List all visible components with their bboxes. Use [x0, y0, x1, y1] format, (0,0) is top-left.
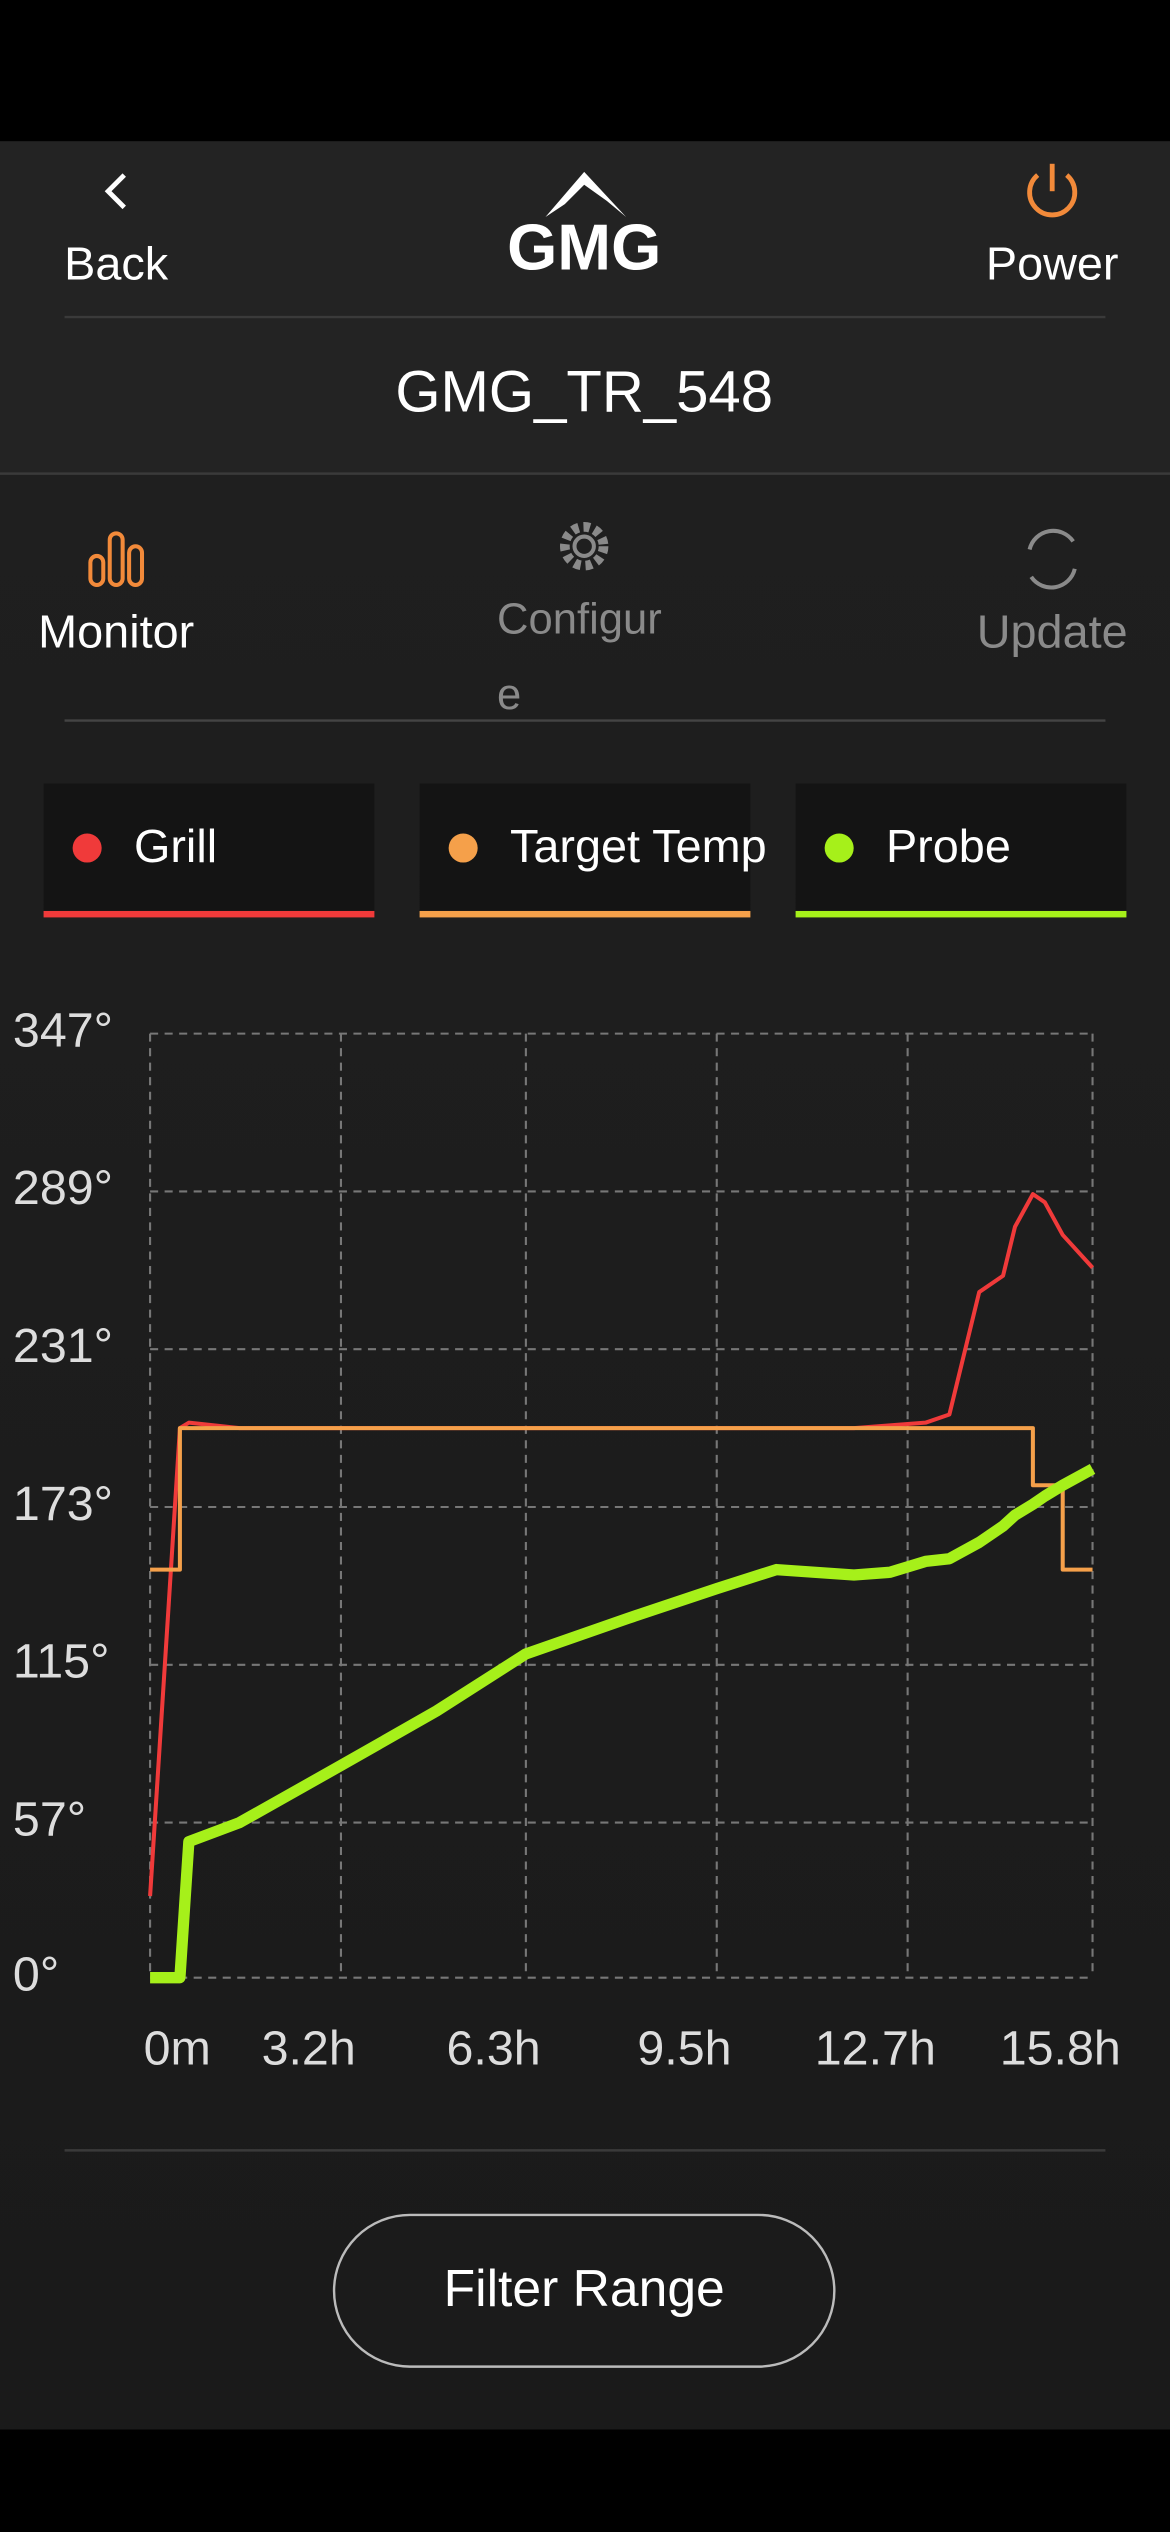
tab-configure-text[interactable]: Configure [497, 594, 662, 719]
filter-button[interactable] [332, 2213, 836, 2368]
x-tick-label: 0m [144, 2022, 211, 2076]
legend-label: Grill [134, 820, 217, 872]
power-button[interactable]: Power [986, 237, 1119, 289]
series-line [150, 1463, 1096, 1984]
x-tick-label: 6.3h [446, 2022, 540, 2076]
monitor-icon[interactable] [88, 531, 145, 587]
bottom-bar [0, 2429, 1170, 2532]
y-tick-label: 57° [13, 1792, 86, 1846]
configure-icon[interactable] [559, 522, 609, 571]
legend-label: Target Temp [510, 820, 767, 872]
tab-update[interactable]: Update [977, 605, 1128, 657]
y-tick-label: 231° [13, 1319, 113, 1373]
legend-underline [43, 910, 375, 918]
x-tick-label: 3.2h [262, 2022, 356, 2076]
y-tick-label: 289° [13, 1161, 113, 1215]
back-icon[interactable] [104, 173, 126, 210]
tab-monitor[interactable]: Monitor [38, 605, 194, 657]
header [0, 141, 1170, 474]
axes: 0° 57° 115° 173° 231° 289° 347° 0m 3.2h 6.3h 9.5h 1… [13, 1003, 1121, 2075]
legend: Grill Target Temp Probe [43, 783, 1127, 918]
y-tick-label: 173° [13, 1477, 113, 1531]
legend-dot [824, 833, 854, 863]
y-tick-label: 0° [13, 1947, 59, 2001]
update-icon[interactable] [1027, 528, 1077, 590]
y-tick-label: 347° [13, 1003, 113, 1057]
tab-configure[interactable]: Configure [497, 582, 691, 743]
power-icon[interactable] [1027, 173, 1078, 218]
content [0, 473, 1170, 2430]
plot [148, 1192, 1096, 1984]
series-line [150, 1426, 1093, 1572]
filter-button-label[interactable]: Filter Range [444, 2259, 725, 2317]
logo: GMG [507, 212, 661, 284]
x-tick-label: 15.8h [1000, 2022, 1121, 2076]
legend-dot [72, 833, 102, 863]
back-button[interactable]: Back [64, 237, 169, 289]
grid [149, 1032, 1094, 1979]
configure-icon[interactable] [572, 534, 596, 558]
y-tick-label: 115° [13, 1635, 110, 1689]
legend-underline [795, 910, 1127, 918]
logo-mountain [545, 171, 627, 218]
device-name: GMG_TR_548 [395, 360, 773, 425]
legend-dot [448, 833, 478, 863]
x-tick-label: 12.7h [815, 2022, 936, 2076]
legend-label: Probe [886, 820, 1011, 872]
x-tick-label: 9.5h [637, 2022, 731, 2076]
legend-underline [419, 910, 751, 918]
